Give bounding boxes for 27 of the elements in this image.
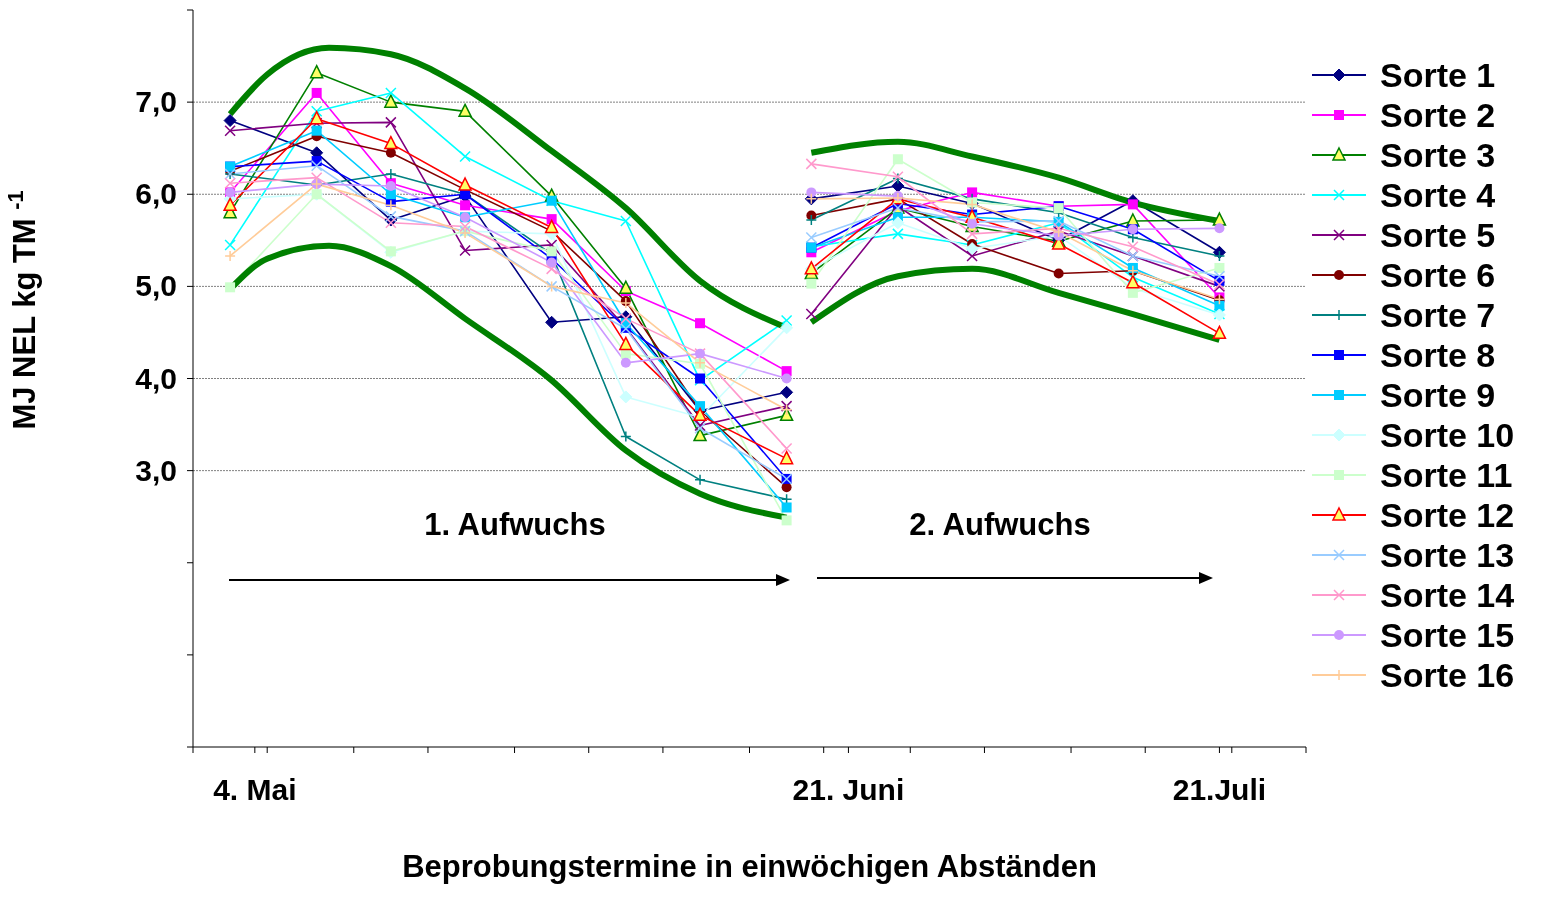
y-tick-label: 3,0: [135, 453, 177, 487]
annotation: 2. Aufwuchs: [908, 506, 1092, 544]
legend-label: Sorte 9: [1380, 375, 1496, 415]
legend-label: Sorte 6: [1380, 255, 1496, 295]
legend-label: Sorte 1: [1380, 55, 1496, 95]
legend-label: Sorte 13: [1380, 535, 1515, 575]
y-tick-label: 4,0: [135, 361, 177, 395]
legend-label: Sorte 11: [1380, 455, 1513, 495]
legend-label: Sorte 7: [1380, 295, 1496, 335]
y-tick-label: 7,0: [135, 85, 177, 119]
legend-label: Sorte 12: [1380, 495, 1515, 535]
y-tick-label: 6,0: [135, 177, 177, 211]
legend-label: Sorte 4: [1380, 175, 1496, 215]
x-tick-label: 21.Juli: [1172, 773, 1267, 806]
legend-label: Sorte 15: [1380, 615, 1515, 655]
y-tick-label: 5,0: [135, 269, 177, 303]
x-axis-title: Beprobungstermine in einwöchigen Abständen: [402, 849, 1097, 884]
x-tick-label: 21. Juni: [792, 773, 905, 806]
x-tick-label: 4. Mai: [213, 773, 297, 806]
legend-label: Sorte 10: [1380, 415, 1515, 455]
legend-label: Sorte 8: [1380, 335, 1496, 375]
legend-label: Sorte 5: [1380, 215, 1496, 255]
legend-label: Sorte 3: [1380, 135, 1496, 175]
legend-label: Sorte 14: [1380, 575, 1515, 615]
legend-label: Sorte 16: [1380, 655, 1515, 695]
legend-label: Sorte 2: [1380, 95, 1496, 135]
annotation: 1. Aufwuchs: [423, 506, 607, 544]
